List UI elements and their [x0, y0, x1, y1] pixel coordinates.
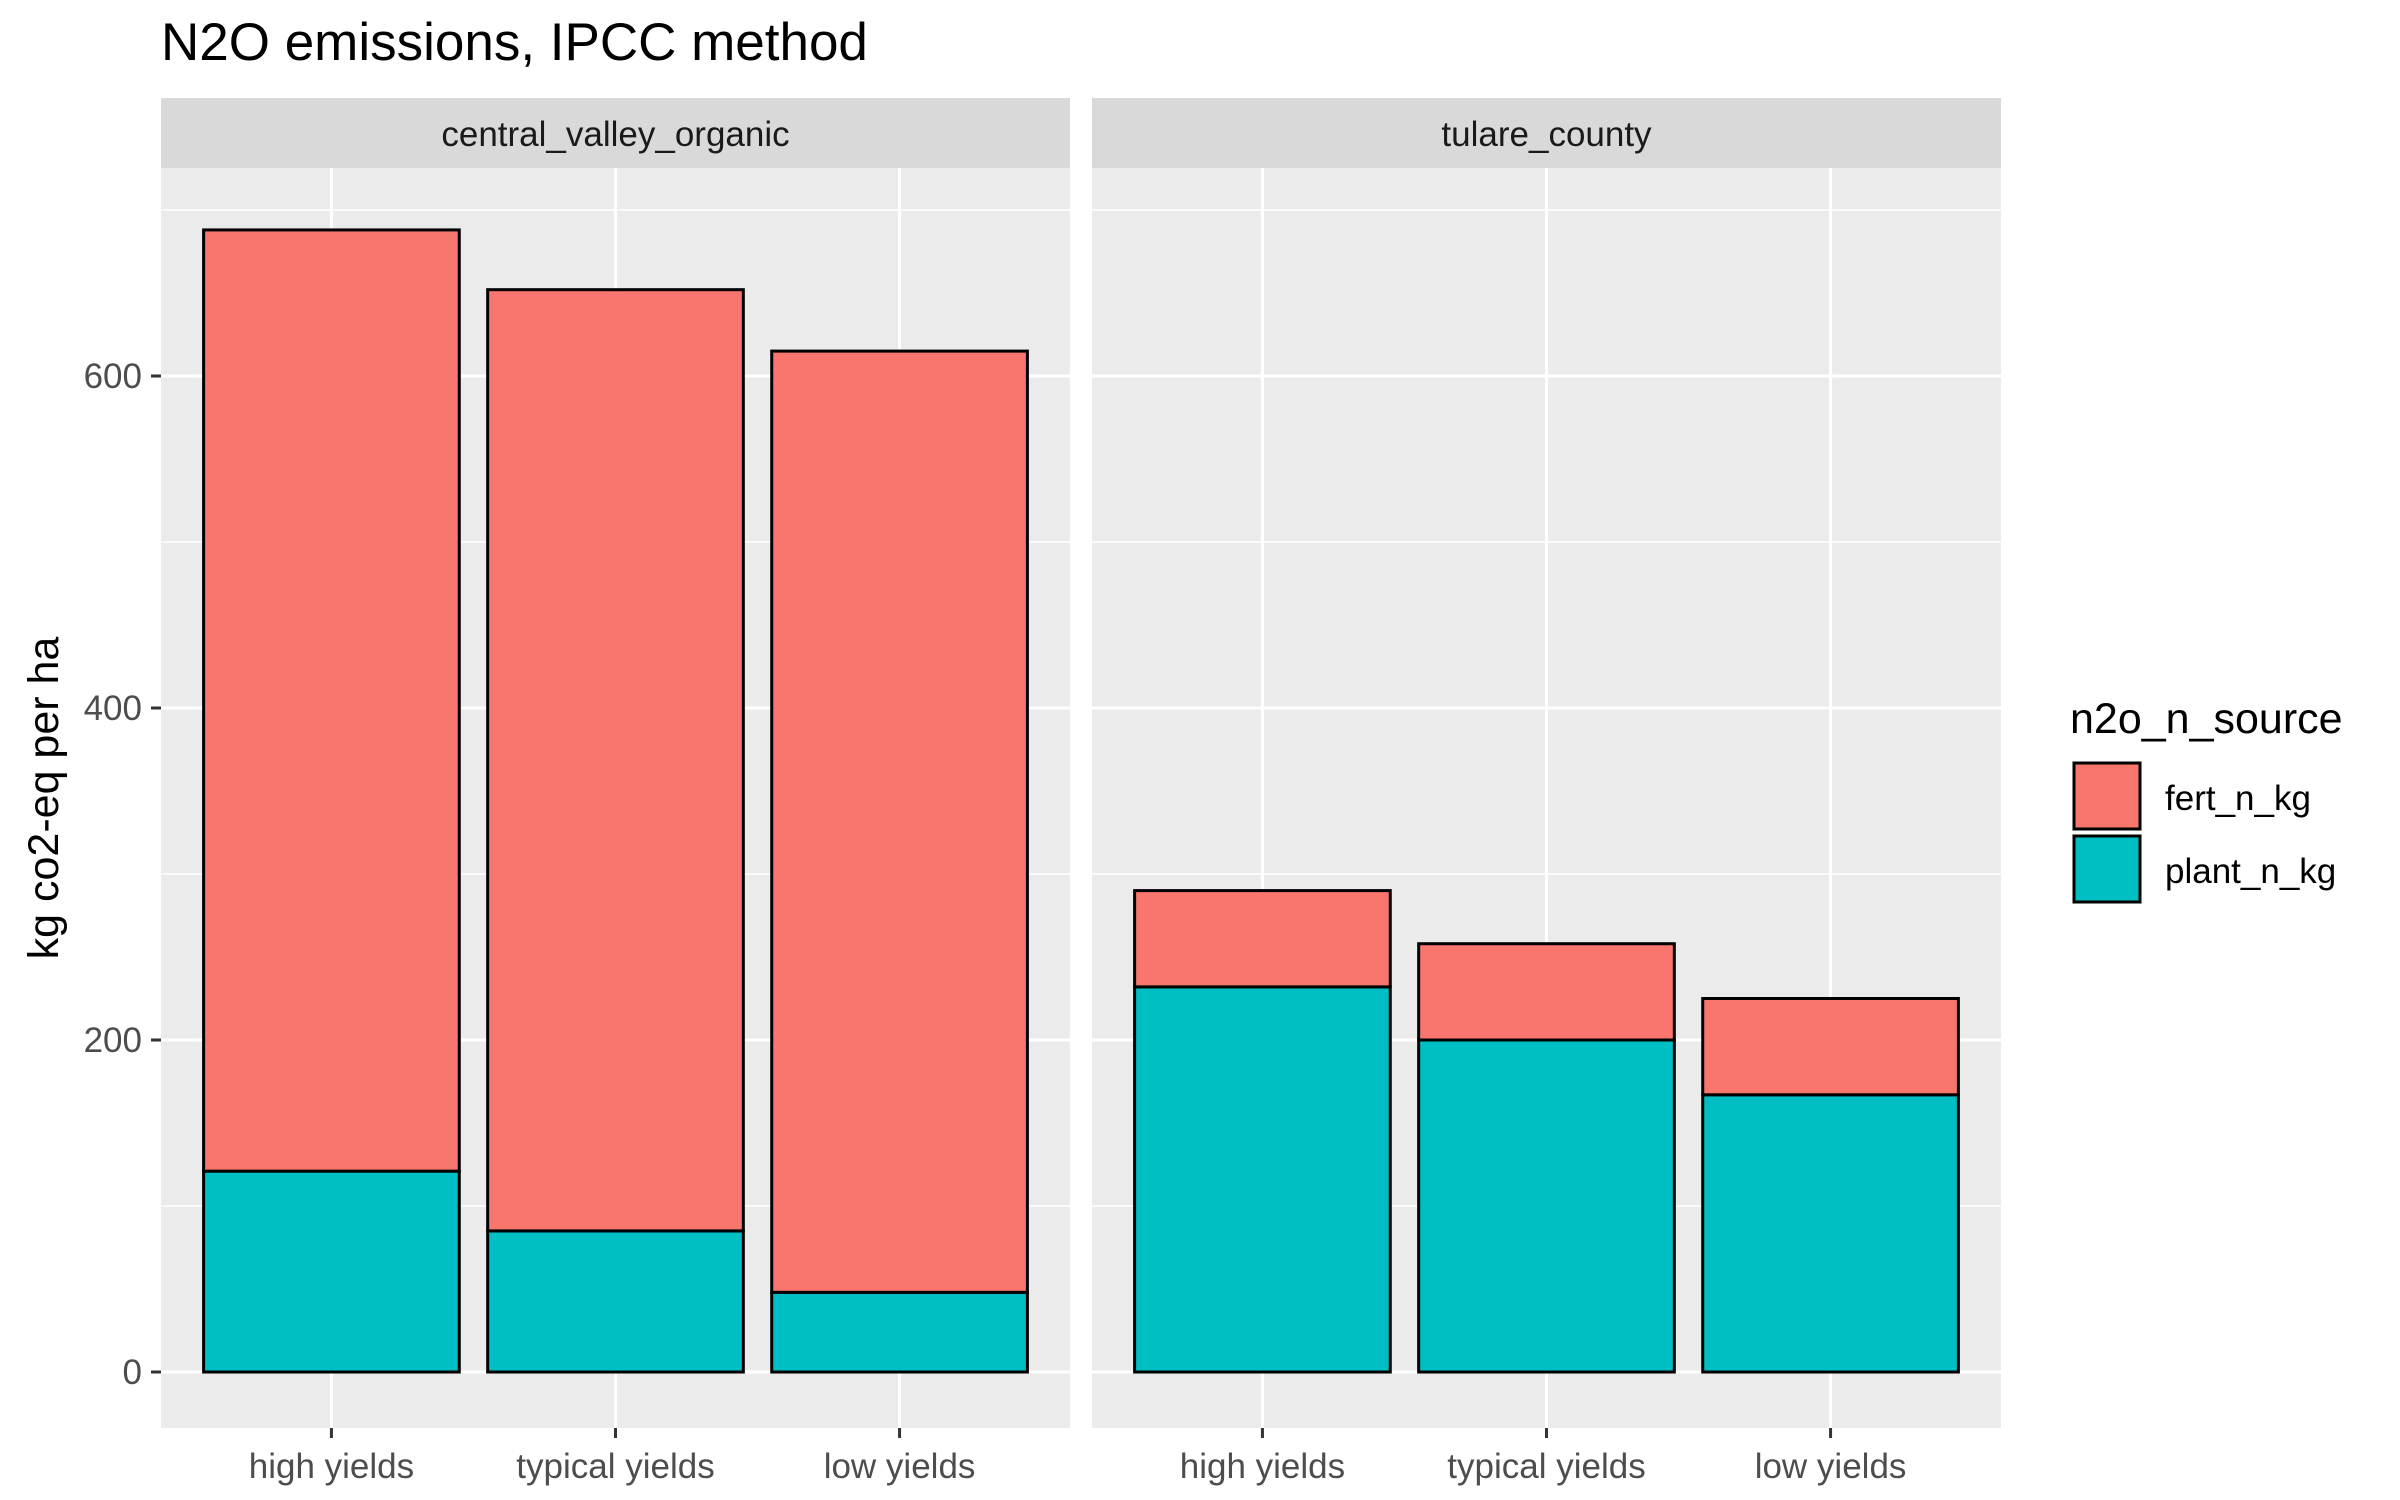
- bars-tulare-county: [1133, 889, 1960, 1374]
- bar-tulare-county-typical-yields-fert-n-kg: [1417, 942, 1676, 1042]
- bar-central-valley-organic-low-yields-fert-n-kg: [770, 349, 1029, 1294]
- x-tick-label-central-valley-organic-typical-yields: typical yields: [516, 1447, 714, 1486]
- legend-label-fert-n-kg: fert_n_kg: [2165, 779, 2311, 818]
- facet-strip-tulare-county: [1092, 98, 2001, 168]
- legend-title: n2o_n_source: [2070, 695, 2343, 743]
- bar-central-valley-organic-typical-yields-plant-n-kg: [486, 1229, 745, 1374]
- bar-tulare-county-typical-yields-plant-n-kg: [1417, 1038, 1676, 1374]
- facet-panel-central-valley-organic: central_valley_organic high yields typica…: [161, 98, 1070, 1486]
- legend-swatch-fert-n-kg: [2072, 761, 2142, 831]
- facet-strip-label-central-valley-organic: central_valley_organic: [441, 115, 789, 154]
- bar-central-valley-organic-high-yields-fert-n-kg: [202, 228, 461, 1173]
- legend-label-plant-n-kg: plant_n_kg: [2165, 852, 2336, 891]
- y-axis: 0 200 400 600: [84, 357, 161, 1392]
- x-tick-label-tulare-county-high-yields: high yields: [1180, 1447, 1345, 1486]
- legend-swatch-plant-n-kg: [2072, 834, 2142, 904]
- facet-strip-label-tulare-county: tulare_county: [1441, 115, 1652, 154]
- bar-central-valley-organic-high-yields-plant-n-kg: [202, 1169, 461, 1374]
- x-axis-ticks-tulare-county: high yields typical yields low yields: [1180, 1428, 1907, 1486]
- bar-tulare-county-high-yields-plant-n-kg: [1133, 985, 1392, 1374]
- bar-tulare-county-low-yields-fert-n-kg: [1701, 997, 1960, 1097]
- bar-central-valley-organic-low-yields-plant-n-kg: [770, 1290, 1029, 1374]
- x-tick-label-tulare-county-low-yields: low yields: [1755, 1447, 1907, 1486]
- x-tick-label-central-valley-organic-low-yields: low yields: [824, 1447, 976, 1486]
- y-tick-label-600: 600: [84, 357, 142, 396]
- bar-tulare-county-low-yields-plant-n-kg: [1701, 1093, 1960, 1374]
- y-tick-label-0: 0: [123, 1353, 142, 1392]
- chart-title: N2O emissions, IPCC method: [161, 13, 868, 72]
- y-axis-title: kg co2-eq per ha: [20, 637, 68, 960]
- bar-tulare-county-high-yields-fert-n-kg: [1133, 889, 1392, 989]
- x-tick-label-central-valley-organic-high-yields: high yields: [249, 1447, 414, 1486]
- facet-strip-central-valley-organic: [161, 98, 1070, 168]
- y-tick-label-200: 200: [84, 1021, 142, 1060]
- bars-central-valley-organic: [202, 228, 1029, 1374]
- legend: n2o_n_source fert_n_kg plant_n_kg: [2070, 695, 2343, 904]
- facet-panel-tulare-county: tulare_county high yields typical yields l…: [1092, 98, 2001, 1486]
- x-tick-label-tulare-county-typical-yields: typical yields: [1447, 1447, 1645, 1486]
- bar-central-valley-organic-typical-yields-fert-n-kg: [486, 288, 745, 1233]
- x-axis-ticks-central-valley-organic: high yields typical yields low yields: [249, 1428, 976, 1486]
- y-tick-label-400: 400: [84, 689, 142, 728]
